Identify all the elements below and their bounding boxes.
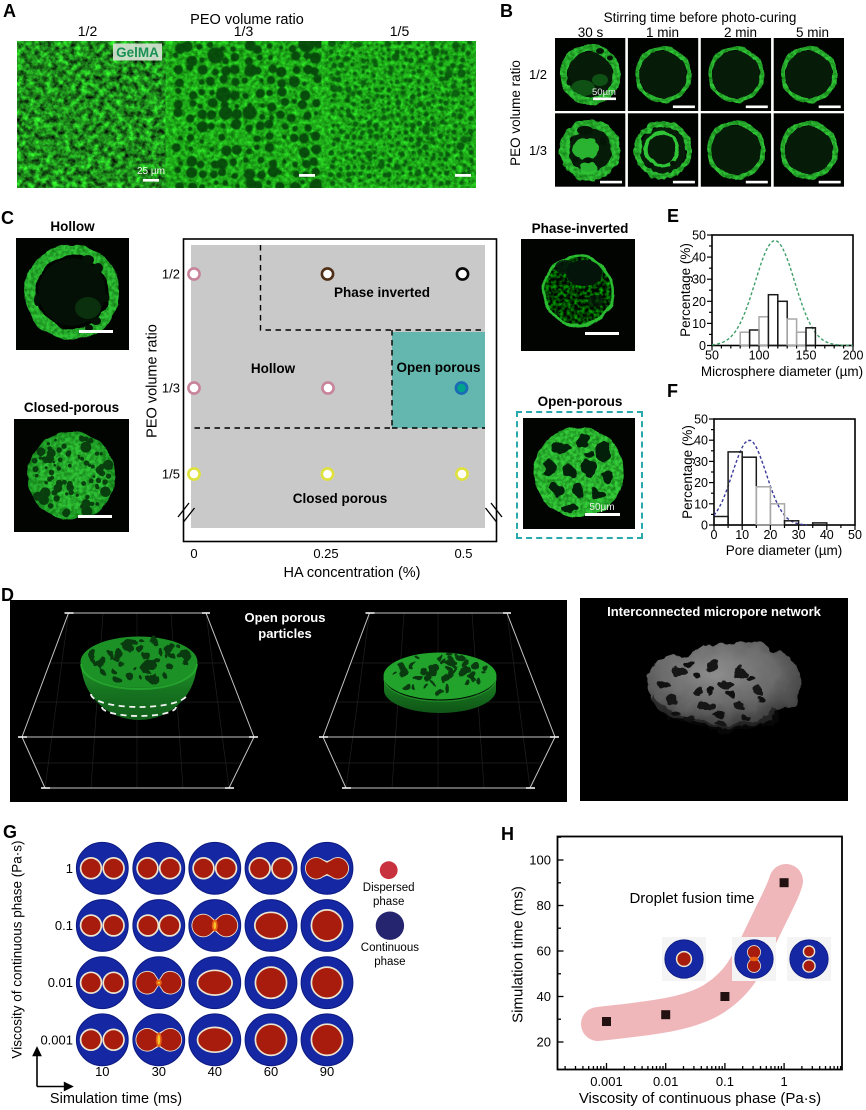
svg-text:30: 30: [152, 1064, 166, 1079]
svg-text:Droplet fusion time: Droplet fusion time: [629, 890, 754, 907]
svg-text:0.01: 0.01: [48, 975, 73, 990]
svg-text:Viscosity of continuous phase: Viscosity of continuous phase (Pa·s): [579, 1090, 821, 1107]
svg-text:10: 10: [95, 1064, 109, 1079]
svg-text:1/2: 1/2: [162, 267, 180, 282]
svg-text:Open porous: Open porous: [245, 610, 326, 625]
svg-text:0.1: 0.1: [716, 1074, 734, 1089]
svg-text:0.001: 0.001: [590, 1074, 623, 1089]
svg-text:40: 40: [208, 1064, 222, 1079]
svg-text:Dispersed: Dispersed: [363, 882, 415, 894]
svg-text:40: 40: [820, 528, 834, 542]
svg-text:1: 1: [780, 1074, 787, 1089]
svg-text:20: 20: [694, 476, 708, 490]
svg-text:100: 100: [749, 349, 770, 363]
svg-text:particles: particles: [258, 626, 311, 641]
svg-text:Simulation time (ms): Simulation time (ms): [50, 1091, 182, 1107]
svg-text:50µm: 50µm: [589, 502, 614, 513]
svg-text:30: 30: [694, 455, 708, 469]
svg-text:0.25: 0.25: [313, 546, 338, 561]
svg-text:Microsphere diameter (µm): Microsphere diameter (µm): [701, 364, 863, 379]
svg-text:60: 60: [537, 944, 551, 959]
svg-text:80: 80: [537, 898, 551, 913]
svg-text:0: 0: [699, 339, 706, 353]
svg-text:40: 40: [694, 434, 708, 448]
svg-text:Open porous: Open porous: [397, 360, 481, 375]
svg-text:30: 30: [692, 273, 706, 287]
svg-text:Pore diameter (µm): Pore diameter (µm): [726, 543, 843, 558]
svg-text:0: 0: [711, 528, 718, 542]
svg-text:150: 150: [796, 349, 817, 363]
svg-text:0.001: 0.001: [40, 1032, 73, 1047]
svg-text:100: 100: [529, 853, 551, 868]
svg-text:Closed porous: Closed porous: [293, 491, 388, 506]
svg-text:Interconnected micropore netwo: Interconnected micropore network: [607, 604, 822, 619]
svg-text:Continuous: Continuous: [361, 942, 419, 954]
svg-text:50: 50: [705, 349, 719, 363]
svg-text:1/5: 1/5: [162, 467, 180, 482]
svg-text:20: 20: [537, 1035, 551, 1050]
svg-text:0: 0: [190, 546, 197, 561]
svg-text:phase: phase: [373, 896, 404, 908]
svg-text:20: 20: [763, 528, 777, 542]
svg-text:HA concentration (%): HA concentration (%): [283, 565, 420, 580]
svg-text:50: 50: [694, 413, 708, 427]
svg-text:0.01: 0.01: [653, 1074, 678, 1089]
svg-text:50: 50: [692, 229, 706, 243]
svg-text:90: 90: [320, 1064, 334, 1079]
svg-text:0: 0: [701, 519, 708, 533]
svg-text:0.5: 0.5: [454, 546, 472, 561]
svg-text:Phase inverted: Phase inverted: [334, 285, 430, 300]
svg-text:1: 1: [66, 861, 73, 876]
svg-text:50µm: 50µm: [592, 87, 616, 98]
svg-text:10: 10: [694, 497, 708, 511]
svg-text:10: 10: [735, 528, 749, 542]
svg-text:30: 30: [792, 528, 806, 542]
svg-text:50: 50: [848, 528, 862, 542]
svg-text:10: 10: [692, 317, 706, 331]
svg-text:GelMA: GelMA: [116, 45, 159, 60]
svg-text:0.1: 0.1: [55, 918, 73, 933]
svg-text:60: 60: [264, 1064, 278, 1079]
svg-text:40: 40: [537, 989, 551, 1004]
svg-text:20: 20: [692, 295, 706, 309]
svg-text:Hollow: Hollow: [251, 361, 296, 376]
svg-text:phase: phase: [374, 956, 405, 968]
svg-text:1/3: 1/3: [162, 381, 180, 396]
svg-text:200: 200: [843, 349, 864, 363]
svg-text:25 µm: 25 µm: [137, 166, 165, 177]
svg-text:40: 40: [692, 251, 706, 265]
